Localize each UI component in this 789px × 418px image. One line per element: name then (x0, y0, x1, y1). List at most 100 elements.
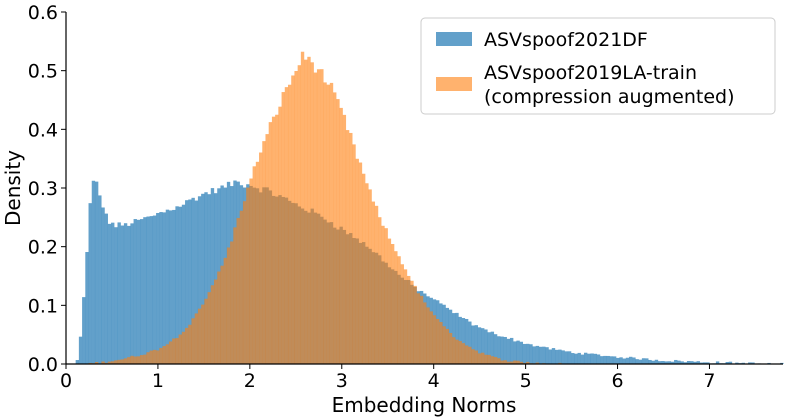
histogram-bar (519, 361, 524, 364)
histogram-bar (107, 223, 112, 364)
x-tick-label: 4 (428, 370, 440, 392)
histogram-bar (574, 353, 578, 364)
histogram-bar (397, 256, 401, 364)
histogram-bar (175, 338, 179, 364)
histogram-bar (683, 362, 688, 364)
histogram-bar (371, 201, 376, 364)
histogram-bar (156, 212, 160, 364)
histogram-bar (509, 337, 514, 364)
histogram-bar (85, 252, 89, 364)
histogram-bar (136, 219, 141, 364)
histogram-bar (423, 302, 427, 364)
histogram-bar (111, 361, 115, 364)
histogram-bar (262, 141, 266, 364)
histogram-bar (136, 356, 141, 364)
histogram-bar (407, 275, 411, 364)
histogram-bar (419, 295, 424, 364)
histogram-bar (188, 324, 192, 364)
histogram-bar (606, 355, 610, 364)
histogram-bar (265, 134, 269, 364)
histogram-bar (609, 356, 614, 364)
histogram-bar (123, 358, 128, 364)
histogram-bar (300, 51, 305, 365)
x-tick-label: 7 (703, 370, 715, 392)
histogram-bar (674, 359, 678, 364)
histogram-bar (104, 213, 108, 364)
histogram-bar (490, 356, 495, 364)
histogram-bar (168, 341, 173, 364)
histogram-bar (580, 354, 585, 364)
histogram-bar (561, 350, 565, 364)
histogram-bar (143, 354, 147, 364)
histogram-bar (355, 158, 359, 364)
histogram-bar (123, 223, 128, 364)
histogram-bar (329, 82, 334, 365)
histogram-bar (287, 84, 292, 364)
histogram-bar (445, 328, 450, 364)
histogram-bar (336, 99, 340, 364)
histogram-bar (159, 347, 163, 364)
legend-label-asvspoof2021df: ASVspoof2021DF (484, 29, 648, 51)
histogram-bar (474, 325, 478, 364)
histogram-bar (91, 180, 96, 364)
histogram-bar (111, 222, 115, 364)
legend-swatch-asvspoof2019la-train (436, 77, 472, 91)
histogram-bar (677, 360, 681, 364)
histogram-bar (326, 84, 330, 365)
histogram-bar (368, 189, 372, 364)
histogram-bar (156, 350, 160, 364)
histogram-bar (432, 315, 437, 364)
x-axis-title: Embedding Norms (332, 393, 517, 417)
histogram-bar (686, 361, 691, 364)
histogram-bar (133, 356, 137, 364)
histogram-bar (487, 332, 491, 364)
histogram-bar (484, 354, 488, 364)
histogram-bar (201, 304, 205, 364)
histogram-bar (455, 339, 459, 364)
histogram-bar (416, 293, 421, 364)
histogram-bar (146, 352, 150, 364)
histogram-bar (657, 361, 662, 364)
histogram-bar (246, 187, 250, 364)
histogram-bar (638, 359, 643, 364)
histogram-bar (667, 361, 672, 364)
histogram-bar (703, 362, 707, 364)
histogram-bar (313, 72, 318, 364)
histogram-bar (201, 193, 205, 364)
histogram-bar (526, 361, 530, 364)
histogram-bar (361, 173, 366, 364)
histogram-bar (207, 292, 211, 364)
histogram-bar (616, 357, 620, 364)
histogram-bar (435, 318, 440, 364)
histogram-bar (509, 361, 514, 364)
histogram-bar (625, 357, 630, 364)
histogram-bar (583, 352, 588, 364)
histogram-bar (162, 346, 166, 364)
y-tick-label: 0.4 (28, 119, 58, 141)
histogram-bar (493, 334, 498, 364)
histogram-bar (323, 82, 327, 365)
histogram-bar (78, 336, 83, 364)
histogram-bar (400, 264, 404, 364)
y-axis-ticks: 0.0 0.1 0.2 0.3 0.4 0.5 0.6 (28, 2, 66, 376)
histogram-bar (464, 318, 469, 364)
histogram-bar (384, 228, 388, 364)
histogram-bar (191, 318, 195, 364)
histogram-bar (461, 343, 466, 364)
histogram-bar (458, 316, 462, 364)
histogram-bar (88, 203, 92, 364)
y-axis-title: Density (1, 150, 25, 226)
histogram-bar (284, 87, 289, 364)
histogram-bar (204, 298, 208, 364)
histogram-bar (461, 318, 466, 364)
histogram-bar (497, 358, 501, 364)
histogram-bar (751, 362, 755, 364)
histogram-bar (140, 219, 144, 364)
histogram-bar (484, 329, 488, 364)
histogram-bar (94, 181, 99, 364)
histogram-bar (249, 178, 253, 364)
histogram-bar (503, 336, 507, 364)
histogram-bar (117, 222, 121, 364)
histogram-bar (532, 346, 536, 364)
